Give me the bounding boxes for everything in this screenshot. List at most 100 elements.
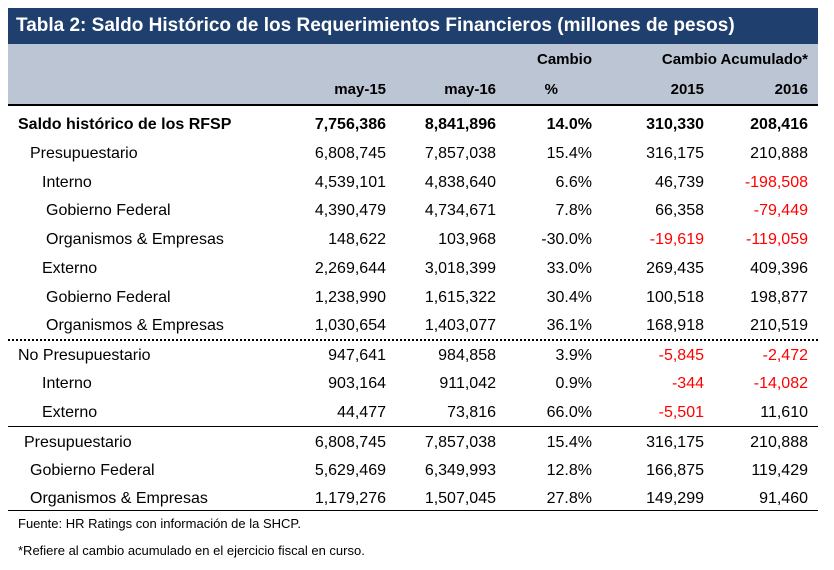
row-label: Externo	[42, 404, 98, 421]
cell-v1: 6,808,745	[314, 145, 386, 162]
table-row: Gobierno Federal 5,629,469 6,349,993 12.8% 1…	[8, 456, 818, 485]
cell-v2: 911,042	[439, 375, 496, 392]
cell-v1: 2,269,644	[314, 260, 386, 277]
header-may-15: may-15	[334, 81, 386, 98]
row-label: Externo	[42, 260, 98, 277]
cell-v1: 903,164	[328, 375, 386, 392]
table-row: Gobierno Federal 4,390,479 4,734,671 7.8% 66…	[8, 196, 818, 225]
cell-v2: 7,857,038	[424, 145, 496, 162]
cell-v5: 91,460	[759, 490, 808, 507]
cell-v2: 1,615,322	[424, 289, 496, 306]
cell-v3: 27.8%	[546, 490, 592, 507]
table-row: Externo 2,269,644 3,018,399 33.0% 269,435 409…	[8, 254, 818, 283]
table-row: Organismos & Empresas 1,030,654 1,403,077 3…	[8, 311, 818, 340]
header-cambio-acumulado: Cambio Acumulado*	[661, 51, 808, 68]
cell-v4: 316,175	[646, 145, 704, 162]
cell-v1: 7,756,386	[314, 116, 386, 133]
cell-v2: 103,968	[438, 231, 496, 248]
row-label: Interno	[42, 174, 92, 191]
cell-v4: -5,501	[658, 404, 704, 421]
header-cambio: Cambio	[536, 51, 592, 68]
cell-v1: 1,030,654	[314, 317, 386, 334]
cell-v5: 198,877	[750, 289, 808, 306]
cell-v3: 6.6%	[555, 174, 592, 191]
header-2016: 2016	[774, 81, 808, 98]
row-label: Gobierno Federal	[46, 289, 171, 306]
row-label: Saldo histórico de los RFSP	[18, 116, 232, 133]
dotted-divider	[8, 339, 818, 341]
cell-v5: 210,888	[750, 434, 808, 451]
table-row: Interno 4,539,101 4,838,640 6.6% 46,739 -198,…	[8, 168, 818, 197]
cell-v3: 15.4%	[546, 434, 592, 451]
row-label: Organismos & Empresas	[46, 231, 224, 248]
cell-v1: 947,641	[328, 347, 386, 364]
row-label: Interno	[42, 375, 92, 392]
cell-v2: 73,816	[447, 404, 496, 421]
table-row: Interno 903,164 911,042 0.9% -344 -14,082	[8, 369, 818, 398]
cell-v1: 1,238,990	[314, 289, 386, 306]
cell-v1: 4,539,101	[314, 174, 386, 191]
header-2015: 2015	[670, 81, 704, 98]
row-label: Organismos & Empresas	[30, 490, 208, 507]
table-row: Organismos & Empresas 148,622 103,968 -30.0…	[8, 225, 818, 254]
header-may-16: may-16	[444, 81, 496, 98]
table-row: No Presupuestario 947,641 984,858 3.9% -5,84…	[8, 341, 818, 370]
cell-v3: 36.1%	[546, 317, 592, 334]
cell-v1: 44,477	[337, 404, 386, 421]
cell-v2: 4,838,640	[424, 174, 496, 191]
header-pct: %	[544, 81, 558, 98]
cell-v3: 66.0%	[546, 404, 592, 421]
table-row: Externo 44,477 73,816 66.0% -5,501 11,610	[8, 398, 818, 427]
row-label: No Presupuestario	[18, 347, 151, 364]
bottom-divider	[8, 510, 818, 511]
cell-v4: -5,845	[658, 347, 704, 364]
cell-v3: 30.4%	[546, 289, 592, 306]
cell-v3: 7.8%	[555, 202, 592, 219]
cell-v3: -30.0%	[541, 231, 592, 248]
cell-v4: 316,175	[646, 434, 704, 451]
cell-v5: -79,449	[753, 202, 808, 219]
cell-v4: 310,330	[646, 116, 704, 133]
cell-v5: 119,429	[751, 462, 808, 479]
cell-v2: 4,734,671	[424, 202, 496, 219]
cell-v1: 6,808,745	[314, 434, 386, 451]
cell-v5: -2,472	[762, 347, 808, 364]
cell-v5: -198,508	[744, 174, 808, 191]
cell-v3: 15.4%	[546, 145, 592, 162]
cell-v5: 11,610	[760, 404, 808, 421]
row-label: Presupuestario	[24, 434, 132, 451]
cell-v3: 12.8%	[546, 462, 592, 479]
cell-v3: 14.0%	[546, 116, 592, 133]
cell-v2: 984,858	[438, 347, 496, 364]
cell-v5: -119,059	[746, 231, 808, 248]
cell-v5: 210,519	[750, 317, 808, 334]
cell-v5: 210,888	[750, 145, 808, 162]
cell-v1: 1,179,276	[314, 490, 386, 507]
table-header: Cambio Cambio Acumulado* may-15 may-16 %…	[8, 44, 818, 104]
cell-v5: 208,416	[750, 116, 808, 133]
cell-v2: 6,349,993	[424, 462, 496, 479]
cell-v3: 33.0%	[546, 260, 592, 277]
cell-v4: 149,299	[646, 490, 704, 507]
cell-v1: 148,622	[328, 231, 386, 248]
table-row: Organismos & Empresas 1,179,276 1,507,045 2…	[8, 484, 818, 513]
cell-v4: 166,875	[646, 462, 704, 479]
table-row: Presupuestario 6,808,745 7,857,038 15.4% 316…	[8, 428, 818, 457]
header-divider	[8, 104, 818, 106]
cell-v4: 100,518	[646, 289, 704, 306]
cell-v4: 168,918	[646, 317, 704, 334]
row-label: Gobierno Federal	[30, 462, 155, 479]
table-row: Gobierno Federal 1,238,990 1,615,322 30.4% 1…	[8, 283, 818, 312]
cell-v2: 1,403,077	[424, 317, 496, 334]
cell-v4: -344	[671, 375, 704, 392]
row-label: Gobierno Federal	[46, 202, 171, 219]
cell-v4: 46,739	[655, 174, 704, 191]
footnote: *Refiere al cambio acumulado en el ejerc…	[18, 543, 365, 558]
cell-v2: 3,018,399	[424, 260, 496, 277]
cell-v3: 3.9%	[555, 347, 592, 364]
cell-v4: 269,435	[646, 260, 704, 277]
section-divider	[8, 426, 818, 427]
cell-v1: 5,629,469	[314, 462, 386, 479]
cell-v5: -14,082	[753, 375, 808, 392]
cell-v3: 0.9%	[555, 375, 592, 392]
